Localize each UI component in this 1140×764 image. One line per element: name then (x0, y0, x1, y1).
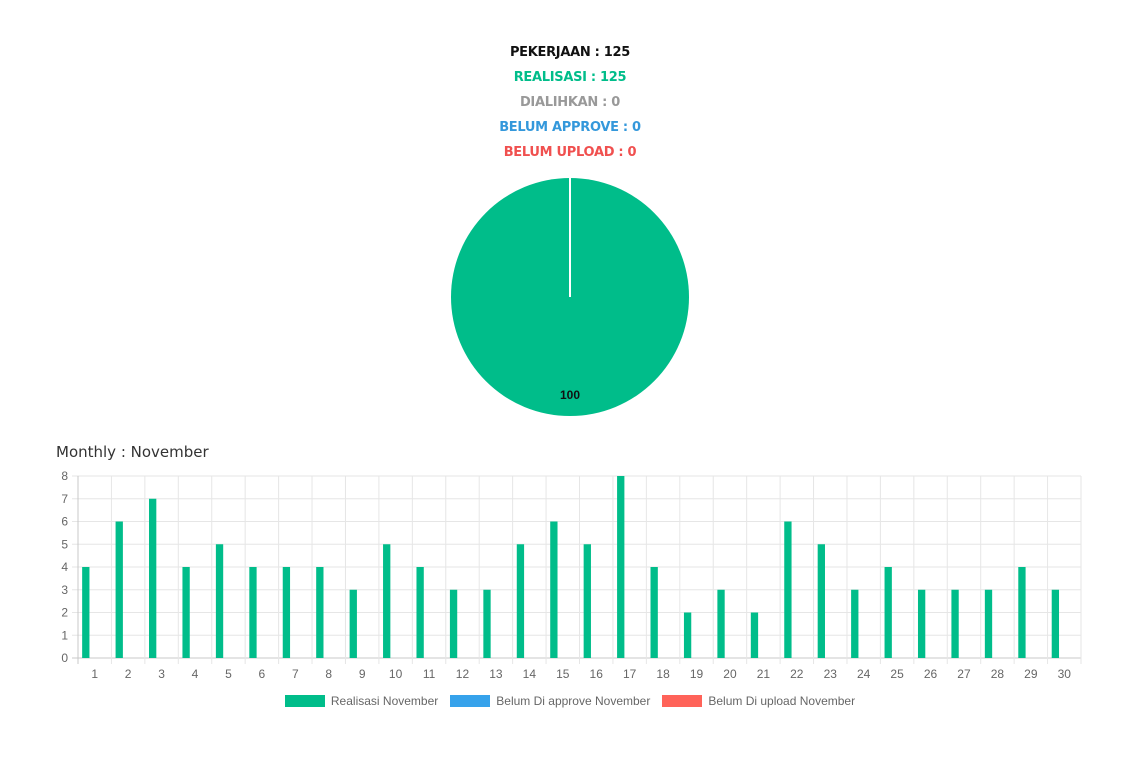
bar-1-day-2[interactable] (115, 521, 123, 659)
bar-1-day-7[interactable] (282, 567, 291, 658)
y-tick-label: 2 (61, 606, 68, 620)
x-tick-label: 6 (259, 667, 266, 681)
bar-legend: Realisasi November Belum Di approve Novem… (0, 694, 1140, 708)
x-tick-label: 9 (359, 667, 366, 681)
bar-1-day-6[interactable] (249, 567, 257, 658)
y-tick-label: 4 (61, 560, 68, 574)
x-tick-label: 23 (824, 667, 838, 681)
stat-belum-upload: BELUM UPLOAD : 0 (503, 145, 637, 160)
x-tick-label: 17 (623, 667, 637, 681)
legend-item-1[interactable]: Realisasi November (284, 694, 439, 708)
stat-dialihkan: DIALIHKAN : 0 (519, 95, 621, 110)
stat-pekerjaan: PEKERJAAN : 125 (509, 45, 631, 60)
legend-label: Realisasi November (330, 694, 439, 708)
legend-swatch (450, 695, 491, 707)
x-tick-label: 29 (1024, 667, 1038, 681)
bar-1-day-12[interactable] (449, 589, 458, 658)
monthly-title: Monthly : November (56, 443, 209, 461)
legend-item-3[interactable]: Belum Di upload November (662, 694, 855, 708)
x-tick-label: 25 (890, 667, 904, 681)
bar-1-day-15[interactable] (550, 521, 558, 659)
x-tick-label: 5 (225, 667, 232, 681)
y-tick-label: 0 (61, 651, 68, 665)
stat-belum-approve: BELUM APPROVE : 0 (499, 120, 641, 135)
y-tick-label: 6 (61, 515, 68, 529)
bar-1-day-1[interactable] (82, 567, 90, 658)
bar-1-day-13[interactable] (483, 589, 491, 658)
bar-1-day-29[interactable] (1018, 567, 1026, 658)
x-tick-label: 20 (723, 667, 737, 681)
bar-1-day-22[interactable] (784, 521, 792, 659)
legend-label: Belum Di approve November (496, 694, 651, 708)
bar-1-day-20[interactable] (717, 589, 725, 658)
x-tick-label: 13 (489, 667, 503, 681)
x-tick-label: 24 (857, 667, 871, 681)
x-tick-label: 19 (690, 667, 704, 681)
bar-1-day-25[interactable] (884, 567, 892, 658)
bar-1-day-9[interactable] (349, 589, 357, 658)
x-tick-label: 22 (790, 667, 804, 681)
x-tick-label: 3 (158, 667, 165, 681)
legend-label: Belum Di upload November (708, 694, 856, 708)
x-tick-label: 30 (1058, 667, 1072, 681)
bar-1-day-11[interactable] (416, 567, 424, 658)
legend-swatch (284, 695, 325, 707)
x-tick-label: 8 (325, 667, 332, 681)
x-tick-label: 14 (523, 667, 537, 681)
bar-1-day-28[interactable] (984, 589, 993, 658)
x-tick-label: 11 (423, 667, 436, 681)
bar-1-day-21[interactable] (750, 612, 759, 659)
bar-1-day-30[interactable] (1051, 589, 1060, 658)
summary-stats: PEKERJAAN : 125 REALISASI : 125 DIALIHKA… (0, 40, 1140, 165)
x-tick-label: 4 (192, 667, 199, 681)
x-tick-label: 7 (292, 667, 299, 681)
bar-1-day-27[interactable] (951, 589, 959, 658)
y-tick-label: 7 (61, 492, 68, 506)
x-tick-label: 16 (590, 667, 604, 681)
x-tick-label: 26 (924, 667, 938, 681)
bar-1-day-4[interactable] (182, 567, 190, 658)
x-tick-label: 18 (656, 667, 670, 681)
x-tick-label: 2 (125, 667, 132, 681)
bar-1-day-5[interactable] (215, 544, 224, 658)
legend-item-2[interactable]: Belum Di approve November (450, 694, 650, 708)
x-tick-label: 21 (757, 667, 771, 681)
x-tick-label: 15 (556, 667, 570, 681)
bar-1-day-26[interactable] (917, 589, 926, 658)
bar-1-day-23[interactable] (817, 544, 825, 658)
legend-swatch (662, 695, 703, 707)
y-tick-label: 8 (61, 469, 68, 483)
bar-1-day-8[interactable] (316, 567, 324, 658)
pie-chart[interactable]: 100 (445, 174, 695, 424)
y-tick-label: 5 (61, 537, 68, 551)
pie-data-label: 100 (560, 388, 580, 402)
bar-1-day-17[interactable] (617, 476, 625, 658)
stat-realisasi: REALISASI : 125 (513, 70, 627, 85)
bar-1-day-14[interactable] (516, 544, 525, 658)
x-tick-label: 28 (991, 667, 1005, 681)
bar-1-day-24[interactable] (851, 589, 859, 658)
grid (72, 475, 1082, 664)
x-tick-label: 12 (456, 667, 470, 681)
y-tick-label: 3 (61, 583, 68, 597)
x-tick-label: 10 (389, 667, 403, 681)
bar-1-day-3[interactable] (149, 498, 157, 658)
bar-1-day-19[interactable] (683, 612, 692, 659)
x-tick-label: 1 (91, 667, 98, 681)
bar-1-day-10[interactable] (383, 544, 391, 658)
x-tick-label: 27 (957, 667, 971, 681)
bar-1-day-18[interactable] (650, 567, 658, 658)
bar-1-day-16[interactable] (583, 544, 591, 658)
y-tick-label: 1 (61, 628, 68, 642)
